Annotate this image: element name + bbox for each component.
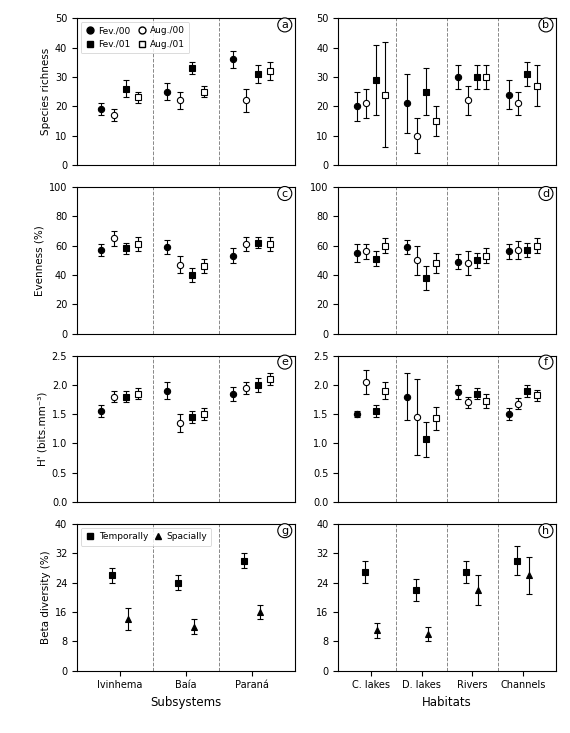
Text: f: f [544, 357, 548, 367]
Text: e: e [282, 357, 288, 367]
Y-axis label: Species richness: Species richness [40, 48, 51, 136]
Text: h: h [543, 526, 549, 536]
X-axis label: Habitats: Habitats [422, 696, 472, 709]
Text: d: d [543, 188, 549, 199]
X-axis label: Subsystems: Subsystems [150, 696, 221, 709]
Legend: Fev./00, Fev./01, Aug./00, Aug./01: Fev./00, Fev./01, Aug./00, Aug./01 [80, 22, 189, 54]
Y-axis label: H' (bits.mm⁻³): H' (bits.mm⁻³) [38, 391, 47, 466]
Text: b: b [543, 20, 549, 30]
Legend: Temporally, Spacially: Temporally, Spacially [80, 528, 211, 546]
Text: c: c [282, 188, 288, 199]
Text: a: a [282, 20, 288, 30]
Text: g: g [281, 526, 288, 536]
Y-axis label: Evenness (%): Evenness (%) [35, 225, 44, 295]
Y-axis label: Beta diversity (%): Beta diversity (%) [40, 550, 51, 644]
